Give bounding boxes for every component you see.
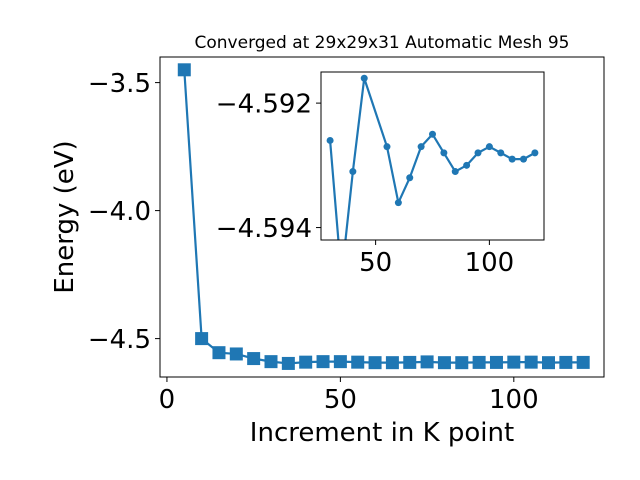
inset-data-point	[463, 161, 471, 169]
inset-data-point	[520, 155, 528, 163]
main-y-tick-label: −4.5	[88, 325, 151, 355]
inset-data-point	[451, 168, 459, 176]
inset-data-point	[394, 199, 402, 207]
main-data-point	[437, 356, 451, 370]
main-data-point	[299, 355, 313, 369]
inset-y-ticks: −4.594 −4.592	[216, 89, 321, 244]
inset-x-ticks: 50 100	[359, 240, 514, 278]
main-x-tick-label: 50	[324, 385, 357, 415]
main-data-point	[333, 355, 347, 369]
inset-plot-area	[326, 74, 539, 240]
main-data-point	[507, 355, 521, 369]
main-plot-area	[177, 63, 590, 370]
y-axis-label: Energy (eV)	[50, 140, 80, 293]
main-data-point	[420, 355, 434, 369]
inset-x-tick-label: 50	[359, 248, 392, 278]
inset-y-tick-label: −4.592	[216, 89, 312, 119]
main-data-point	[542, 356, 555, 370]
inset-data-point	[440, 149, 448, 157]
inset-data-point	[326, 136, 334, 144]
main-data-point	[403, 355, 417, 369]
inset-data-point	[383, 143, 391, 151]
inset-data-point	[531, 149, 539, 157]
inset-data-point	[508, 155, 516, 163]
main-x-tick-label: 100	[489, 385, 539, 415]
main-axes: Converged at 29x29x31 Automatic Mesh 95 …	[50, 33, 605, 448]
main-data-point	[177, 63, 191, 77]
main-data-point	[212, 346, 226, 360]
inset-data-point	[406, 174, 414, 182]
inset-axes-frame	[320, 71, 545, 241]
inset-data-point	[349, 168, 357, 176]
main-data-point	[576, 355, 590, 369]
inset-y-tick-label: −4.594	[216, 214, 312, 244]
main-data-point	[351, 355, 365, 369]
inset-x-tick-label: 100	[465, 248, 515, 278]
main-y-tick-label: −4.0	[88, 197, 151, 227]
x-axis-label: Increment in K point	[250, 418, 514, 448]
inset-data-point	[429, 130, 436, 138]
inset-data-point	[485, 143, 493, 151]
main-data-point	[472, 355, 486, 369]
main-data-point	[385, 356, 399, 370]
main-data-point	[195, 332, 209, 346]
main-y-ticks: −3.5 −4.0 −4.5	[88, 69, 160, 355]
main-x-ticks: 0 50 100	[159, 377, 539, 415]
inset-axes: 50 100 −4.594 −4.592	[216, 71, 545, 278]
inset-data-point	[497, 149, 505, 157]
main-data-point	[316, 355, 330, 369]
inset-data-point	[417, 143, 425, 151]
main-data-point	[264, 355, 278, 369]
main-axes-frame	[159, 56, 605, 378]
inset-data-point	[360, 74, 368, 82]
main-data-point	[247, 352, 261, 366]
main-data-point	[489, 355, 503, 369]
main-data-point	[368, 356, 382, 370]
main-data-point	[281, 356, 295, 370]
main-x-tick-label: 0	[159, 385, 176, 415]
main-data-point	[455, 356, 469, 370]
inset-data-point	[474, 149, 482, 157]
chart-title: Converged at 29x29x31 Automatic Mesh 95	[195, 33, 570, 53]
main-data-point	[559, 355, 573, 369]
main-data-point	[524, 355, 538, 369]
main-y-tick-label: −3.5	[88, 69, 151, 99]
main-data-point	[229, 347, 243, 361]
